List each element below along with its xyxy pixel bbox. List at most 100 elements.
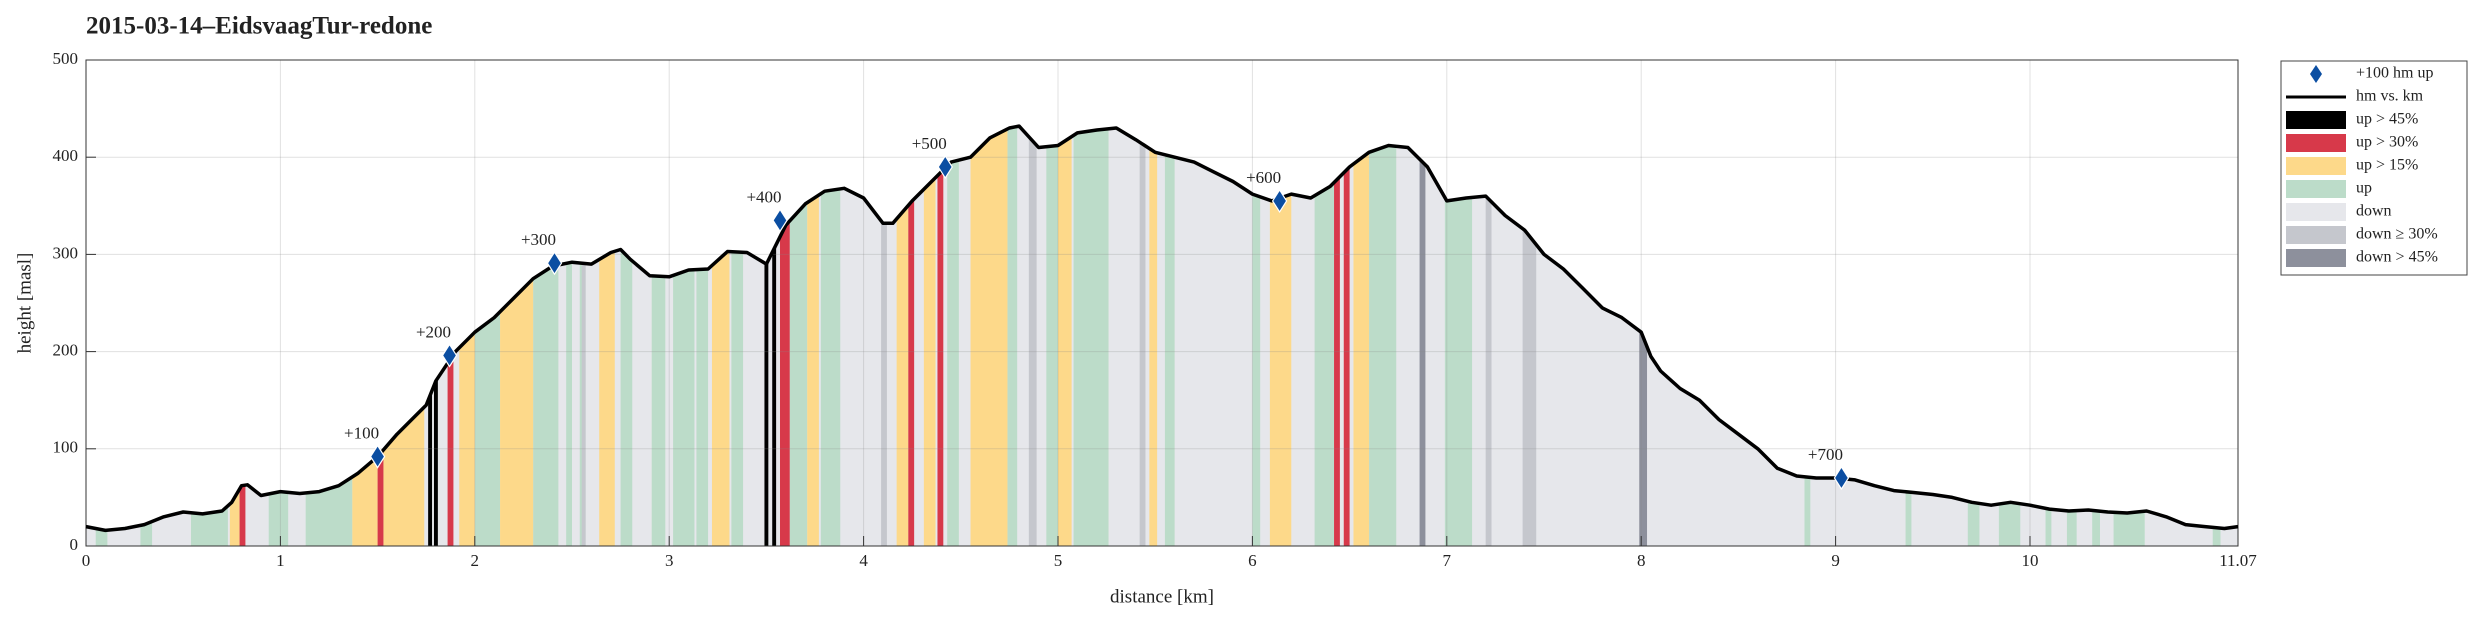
legend-symbol — [2286, 203, 2346, 221]
slope-band — [908, 126, 915, 546]
legend-label: +100 hm up — [2356, 65, 2433, 82]
slope-band — [2045, 126, 2052, 546]
gain-label: +600 — [1246, 168, 1281, 187]
slope-band — [789, 126, 808, 546]
gain-label: +200 — [416, 322, 451, 341]
gain-marker — [937, 154, 953, 180]
slope-band — [190, 126, 228, 546]
slope-band — [1369, 126, 1397, 546]
slope-band — [1046, 126, 1058, 546]
gain-label: +700 — [1808, 445, 1843, 464]
gain-marker — [1833, 465, 1850, 491]
x-tick-label: 9 — [1831, 551, 1840, 570]
slope-band — [1252, 126, 1261, 546]
gain-marker — [772, 208, 788, 233]
slope-band — [807, 126, 819, 546]
legend-label: up > 45% — [2356, 111, 2418, 128]
slope-band — [947, 126, 959, 546]
slope-band — [1444, 126, 1473, 546]
slope-band — [2212, 126, 2221, 546]
legend-label: up — [2356, 180, 2372, 197]
slope-band — [1804, 126, 1811, 546]
x-tick-label: 4 — [859, 551, 868, 570]
x-tick-label: 7 — [1443, 551, 1452, 570]
legend-label: up > 15% — [2356, 157, 2418, 174]
slope-band — [1905, 126, 1912, 546]
x-tick-label: 11.07 — [2219, 551, 2257, 570]
slope-band — [1028, 126, 1037, 546]
slope-band — [459, 126, 475, 546]
slope-band — [2113, 126, 2145, 546]
slope-band — [1419, 126, 1426, 546]
slope-band — [1149, 126, 1158, 546]
slope-band — [711, 126, 730, 546]
y-tick-label: 400 — [53, 146, 79, 165]
legend-symbol — [2286, 111, 2346, 129]
legend-label: down ≥ 30% — [2356, 226, 2438, 243]
legend-label: hm vs. km — [2356, 88, 2424, 105]
gain-marker — [546, 251, 563, 276]
slope-band — [1967, 126, 1980, 546]
gain-label: +400 — [746, 187, 781, 206]
slope-band — [1353, 126, 1370, 546]
slope-band — [1057, 126, 1072, 546]
legend-symbol — [2286, 226, 2346, 244]
slope-band — [820, 126, 841, 546]
slope-band — [533, 126, 559, 546]
y-axis-label: height [masl] — [14, 253, 35, 354]
slope-band — [764, 126, 769, 546]
x-tick-label: 10 — [2021, 551, 2038, 570]
y-tick-label: 200 — [53, 341, 79, 360]
legend-label: up > 30% — [2356, 134, 2418, 151]
slope-band — [881, 126, 887, 546]
slope-band — [1343, 126, 1350, 546]
slope-band — [620, 126, 633, 546]
legend-symbol — [2310, 65, 2322, 83]
legend-symbol — [2286, 180, 2346, 198]
slope-band — [780, 126, 790, 546]
slope-band — [1334, 126, 1340, 546]
slope-band — [305, 126, 353, 546]
x-tick-label: 8 — [1637, 551, 1646, 570]
legend-symbol — [2286, 157, 2346, 175]
x-tick-label: 0 — [82, 551, 91, 570]
slope-band — [500, 126, 534, 546]
slope-band — [1007, 126, 1018, 546]
gain-marker — [369, 444, 386, 469]
gain-marker — [441, 343, 458, 368]
slope-band — [970, 126, 1008, 546]
slope-band — [696, 126, 709, 546]
slope-band — [651, 126, 666, 546]
slope-band — [239, 126, 246, 546]
gain-label: +300 — [521, 230, 556, 249]
gain-label: +100 — [344, 423, 379, 442]
slope-band — [1639, 126, 1648, 546]
y-tick-label: 0 — [70, 535, 79, 554]
plot-frame — [85, 59, 2239, 547]
slope-band — [772, 126, 777, 546]
x-tick-label: 2 — [471, 551, 480, 570]
slope-band — [896, 126, 909, 546]
slope-band — [428, 126, 433, 546]
profile-line — [85, 124, 2239, 533]
slope-band — [599, 126, 615, 546]
slope-band — [923, 126, 936, 546]
slope-band — [447, 126, 454, 546]
legend-symbol — [2286, 134, 2346, 152]
slope-band — [2066, 126, 2077, 546]
slope-band — [1073, 126, 1109, 546]
slope-band — [1522, 126, 1537, 546]
slope-band — [566, 126, 572, 546]
y-tick-label: 500 — [53, 49, 79, 68]
slope-band — [1269, 126, 1292, 546]
slope-band — [377, 126, 384, 546]
slope-band — [1314, 126, 1335, 546]
slope-band — [474, 126, 501, 546]
slope-band — [1164, 126, 1175, 546]
slope-band — [581, 126, 586, 546]
x-axis-label: distance [km] — [1110, 586, 1214, 607]
slope-band — [383, 126, 425, 546]
legend-symbol — [2286, 249, 2346, 267]
y-tick-label: 100 — [53, 438, 79, 457]
